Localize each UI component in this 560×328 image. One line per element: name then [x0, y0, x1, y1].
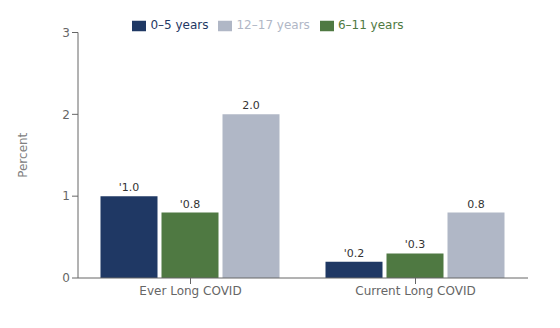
svg-text:2.0: 2.0: [242, 99, 260, 112]
svg-text:'0.3: '0.3: [405, 238, 426, 251]
svg-text:0: 0: [62, 271, 70, 285]
svg-text:Ever Long COVID: Ever Long COVID: [139, 284, 241, 298]
svg-text:'0.8: '0.8: [180, 198, 201, 211]
html-text:0–5 years: 0–5 years: [150, 18, 209, 32]
svg-text:3: 3: [62, 26, 70, 40]
svg-text:'0.2: '0.2: [344, 247, 365, 260]
svg-text:2: 2: [62, 108, 70, 122]
svg-text:'1.0: '1.0: [119, 181, 140, 194]
svg-text:0.8: 0.8: [467, 198, 485, 211]
svg-text:Percent: Percent: [16, 132, 30, 177]
html-text:12–17 years: 12–17 years: [236, 18, 310, 32]
html-text:6–11 years: 6–11 years: [337, 18, 404, 32]
svg-text:1: 1: [62, 189, 70, 203]
svg-text:Current Long COVID: Current Long COVID: [355, 284, 475, 298]
